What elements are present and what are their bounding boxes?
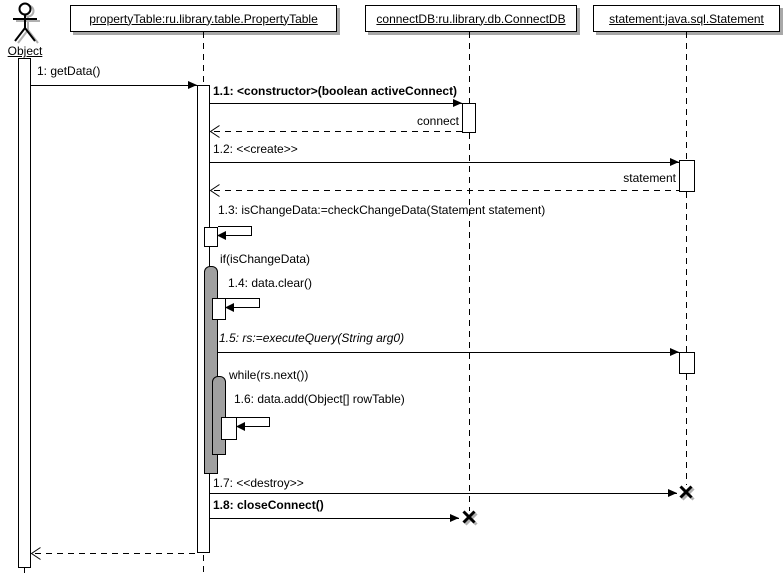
- fragment-while-guard-label[interactable]: while(rs.next()): [229, 368, 309, 382]
- fragment-while-bar[interactable]: [212, 376, 226, 455]
- return-connect-line[interactable]: [214, 131, 462, 132]
- return-to-actor-line[interactable]: [35, 553, 197, 554]
- message-1-3-selfcall-line[interactable]: [217, 226, 253, 241]
- lifeline-connectdb: [469, 133, 470, 511]
- return-connect-label[interactable]: connect: [416, 114, 459, 128]
- message-1-8-label[interactable]: 1.8: closeConnect(): [213, 498, 324, 512]
- lifeline-actor: [24, 568, 25, 573]
- message-1-5-label[interactable]: 1.5: rs:=executeQuery(String arg0): [219, 331, 405, 345]
- activation-statement-executequery[interactable]: [679, 352, 695, 374]
- activation-dataadd[interactable]: [221, 417, 237, 440]
- message-1-1-label[interactable]: 1.1: <constructor>(boolean activeConnect…: [213, 84, 458, 98]
- lifeline-statement: [686, 32, 687, 160]
- message-1-6-selfcall-line[interactable]: [236, 417, 271, 432]
- open-arrowhead-icon: [31, 547, 41, 560]
- message-1-6-label[interactable]: 1.6: data.add(Object[] rowTable): [234, 392, 405, 406]
- lifeline-head-propertytable[interactable]: propertyTable:ru.library.table.PropertyT…: [70, 5, 337, 32]
- activation-dataclear[interactable]: [212, 298, 226, 320]
- message-1-4-selfcall-line[interactable]: [225, 298, 261, 313]
- open-arrowhead-icon: [210, 125, 220, 138]
- lifeline-head-propertytable-label: propertyTable:ru.library.table.PropertyT…: [89, 11, 318, 26]
- message-1-7-label[interactable]: 1.7: <<destroy>>: [213, 476, 304, 490]
- message-1-8-line[interactable]: [210, 514, 459, 522]
- lifeline-statement: [686, 192, 687, 352]
- actor-figure-icon[interactable]: [4, 2, 50, 46]
- lifeline-head-statement[interactable]: statement:java.sql.Statement: [593, 5, 780, 32]
- return-statement-line[interactable]: [214, 190, 679, 191]
- lifeline-head-connectdb-label: connectDB:ru.library.db.ConnectDB: [376, 11, 566, 26]
- message-1-line[interactable]: [31, 81, 197, 89]
- lifeline-propertytable: [203, 32, 204, 85]
- message-1-1-line[interactable]: [210, 99, 462, 107]
- activation-connectdb-constructor[interactable]: [462, 103, 476, 133]
- actor-label: Object: [7, 44, 43, 58]
- message-1-4-label[interactable]: 1.4: data.clear(): [228, 276, 313, 290]
- return-statement-label[interactable]: statement: [623, 171, 676, 185]
- lifeline-head-connectdb[interactable]: connectDB:ru.library.db.ConnectDB: [365, 5, 577, 32]
- lifeline-connectdb: [469, 32, 470, 103]
- message-1-2-line[interactable]: [210, 158, 679, 166]
- message-1-2-label[interactable]: 1.2: <<create>>: [213, 142, 298, 156]
- open-arrowhead-icon: [210, 184, 220, 197]
- destroy-x-icon-statement[interactable]: [677, 484, 697, 504]
- message-1-label[interactable]: 1: getData(): [37, 64, 101, 78]
- activation-checkchangedata[interactable]: [204, 227, 218, 247]
- message-1-5-line[interactable]: [218, 348, 679, 356]
- message-1-7-line[interactable]: [210, 489, 677, 497]
- message-1-3-label[interactable]: 1.3: isChangeData:=checkChangeData(State…: [218, 203, 546, 217]
- destroy-x-icon-connectdb[interactable]: [460, 509, 480, 529]
- activation-actor[interactable]: [18, 58, 31, 568]
- lifeline-head-statement-label: statement:java.sql.Statement: [609, 11, 764, 26]
- lifeline-statement: [686, 374, 687, 485]
- activation-statement-create[interactable]: [679, 160, 695, 192]
- lifeline-propertytable: [203, 555, 204, 573]
- fragment-if-guard-label[interactable]: if(isChangeData): [220, 252, 311, 266]
